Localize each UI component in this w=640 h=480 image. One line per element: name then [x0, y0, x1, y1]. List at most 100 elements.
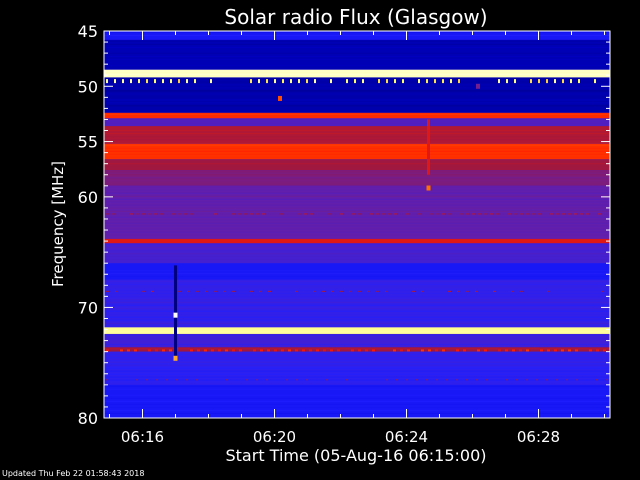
interference-tick	[394, 79, 396, 84]
interference-tick	[550, 213, 553, 215]
band-texture-line	[104, 78, 610, 80]
interference-tick	[290, 79, 292, 84]
interference-tick	[244, 213, 247, 215]
band-texture-line	[104, 136, 610, 138]
band-texture-line	[104, 84, 610, 86]
interference-tick	[151, 290, 154, 292]
band-texture-line	[104, 189, 610, 191]
interference-tick	[402, 79, 404, 84]
y-tick-label: 50	[78, 77, 98, 96]
band-texture-line	[104, 239, 610, 241]
interference-tick	[400, 349, 403, 352]
band-texture-line	[104, 259, 610, 261]
band-texture-line	[104, 93, 610, 95]
interference-tick	[190, 213, 193, 215]
interference-tick	[538, 79, 540, 84]
interference-tick	[460, 213, 463, 215]
interference-tick	[172, 213, 175, 215]
band-texture-line	[104, 337, 610, 339]
interference-tick	[281, 349, 284, 352]
band-texture-line	[104, 207, 610, 209]
interference-tick	[205, 290, 208, 292]
band-texture-line	[104, 73, 610, 75]
frequency-band	[104, 327, 610, 334]
x-tick-label: 06:20	[253, 428, 296, 446]
band-texture-line	[104, 370, 610, 372]
interference-tick	[136, 379, 138, 381]
band-texture-line	[104, 403, 610, 405]
interference-tick	[546, 79, 548, 84]
band-texture-line	[104, 108, 610, 110]
interference-tick	[484, 213, 487, 215]
interference-tick	[314, 79, 316, 84]
interference-tick	[575, 349, 578, 352]
interference-tick	[340, 213, 343, 215]
interference-tick	[520, 290, 523, 292]
interference-tick	[142, 290, 145, 292]
interference-tick	[514, 79, 516, 84]
interference-tick	[223, 290, 226, 292]
band-texture-line	[104, 250, 610, 252]
interference-tick	[446, 379, 448, 381]
interference-tick	[385, 290, 388, 292]
band-texture-line	[104, 180, 610, 182]
interference-tick	[421, 349, 424, 352]
interference-tick	[194, 79, 196, 84]
interference-tick	[430, 213, 433, 215]
x-tick-label: 06:28	[517, 428, 560, 446]
bright-point	[173, 355, 178, 361]
interference-tick	[362, 79, 364, 84]
interference-tick	[442, 213, 445, 215]
interference-tick	[298, 213, 301, 215]
interference-tick	[146, 379, 148, 381]
interference-tick	[478, 213, 481, 215]
interference-tick	[253, 349, 256, 352]
band-texture-line	[104, 394, 610, 396]
interference-tick	[176, 379, 178, 381]
band-texture-line	[104, 286, 610, 288]
band-texture-line	[104, 127, 610, 129]
interference-tick	[136, 213, 139, 215]
bright-point	[476, 83, 480, 89]
band-texture-line	[104, 385, 610, 387]
band-texture-line	[104, 364, 610, 366]
interference-tick	[286, 379, 288, 381]
interference-tick	[421, 290, 424, 292]
interference-tick	[358, 213, 361, 215]
interference-tick	[570, 79, 572, 84]
interference-tick	[520, 213, 523, 215]
band-texture-line	[104, 352, 610, 354]
interference-tick	[106, 213, 109, 215]
band-texture-line	[104, 316, 610, 318]
interference-tick	[512, 349, 515, 352]
band-texture-line	[104, 298, 610, 300]
y-tick-label: 55	[78, 133, 98, 152]
interference-tick	[122, 79, 124, 84]
interference-tick	[310, 213, 313, 215]
interference-tick	[295, 290, 298, 292]
band-texture-line	[104, 379, 610, 381]
interference-tick	[218, 349, 221, 352]
band-texture-line	[104, 376, 610, 378]
band-texture-line	[104, 192, 610, 194]
interference-tick	[274, 349, 277, 352]
interference-tick	[154, 213, 157, 215]
band-texture-line	[104, 163, 610, 165]
interference-tick	[526, 349, 529, 352]
band-texture-line	[104, 210, 610, 212]
interference-tick	[546, 379, 548, 381]
band-texture-line	[104, 244, 610, 246]
interference-tick	[466, 290, 469, 292]
band-texture-line	[104, 289, 610, 291]
y-tick-label: 80	[78, 409, 98, 428]
band-texture-line	[104, 301, 610, 303]
band-texture-line	[104, 267, 610, 269]
interference-tick	[596, 379, 598, 381]
interference-tick	[331, 290, 334, 292]
x-tick-label: 06:16	[121, 428, 164, 446]
interference-tick	[250, 213, 253, 215]
interference-tick	[106, 290, 109, 292]
interference-tick	[295, 349, 298, 352]
interference-tick	[197, 349, 200, 352]
band-texture-line	[104, 166, 610, 168]
